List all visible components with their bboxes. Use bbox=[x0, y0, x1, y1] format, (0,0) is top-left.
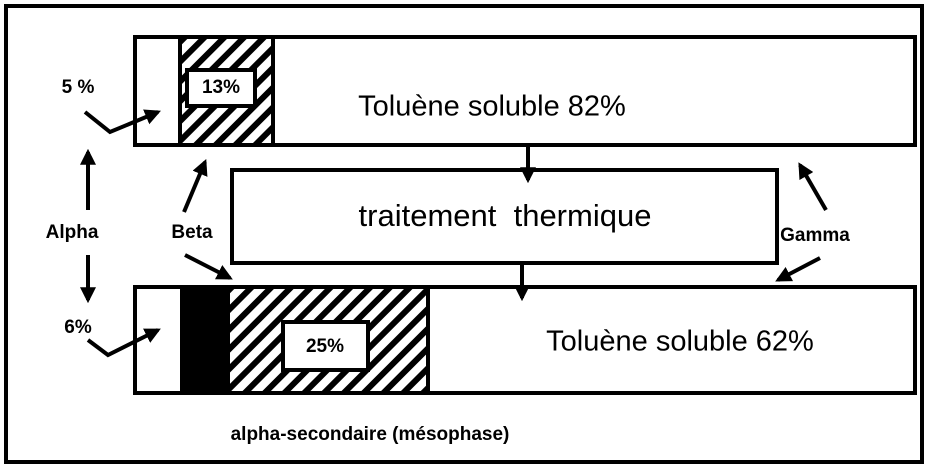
top-gamma-label: Toluène soluble 82% bbox=[358, 91, 626, 123]
top-beta-box bbox=[185, 68, 257, 108]
alpha-label: Alpha bbox=[46, 222, 99, 243]
bottom-secondary-segment bbox=[180, 287, 228, 393]
bottom-alpha-label: 6% bbox=[64, 317, 92, 338]
bottom-beta-box bbox=[281, 320, 370, 372]
arrow bbox=[83, 109, 161, 135]
gamma-label: Gamma bbox=[780, 225, 850, 246]
arrow bbox=[798, 162, 828, 212]
beta-label: Beta bbox=[171, 222, 213, 243]
arrow bbox=[182, 159, 208, 213]
top-alpha-label: 5 % bbox=[62, 77, 95, 98]
arrow bbox=[86, 328, 161, 358]
arrow bbox=[184, 253, 233, 280]
bottom-gamma-label: Toluène soluble 62% bbox=[546, 326, 814, 358]
arrow bbox=[775, 256, 821, 282]
top-beta-label: 13% bbox=[202, 77, 240, 98]
process-box bbox=[230, 168, 779, 265]
footnote: alpha-secondaire (mésophase) bbox=[231, 424, 510, 445]
process-label: traitement thermique bbox=[359, 198, 652, 233]
bottom-beta-label: 25% bbox=[306, 336, 344, 357]
